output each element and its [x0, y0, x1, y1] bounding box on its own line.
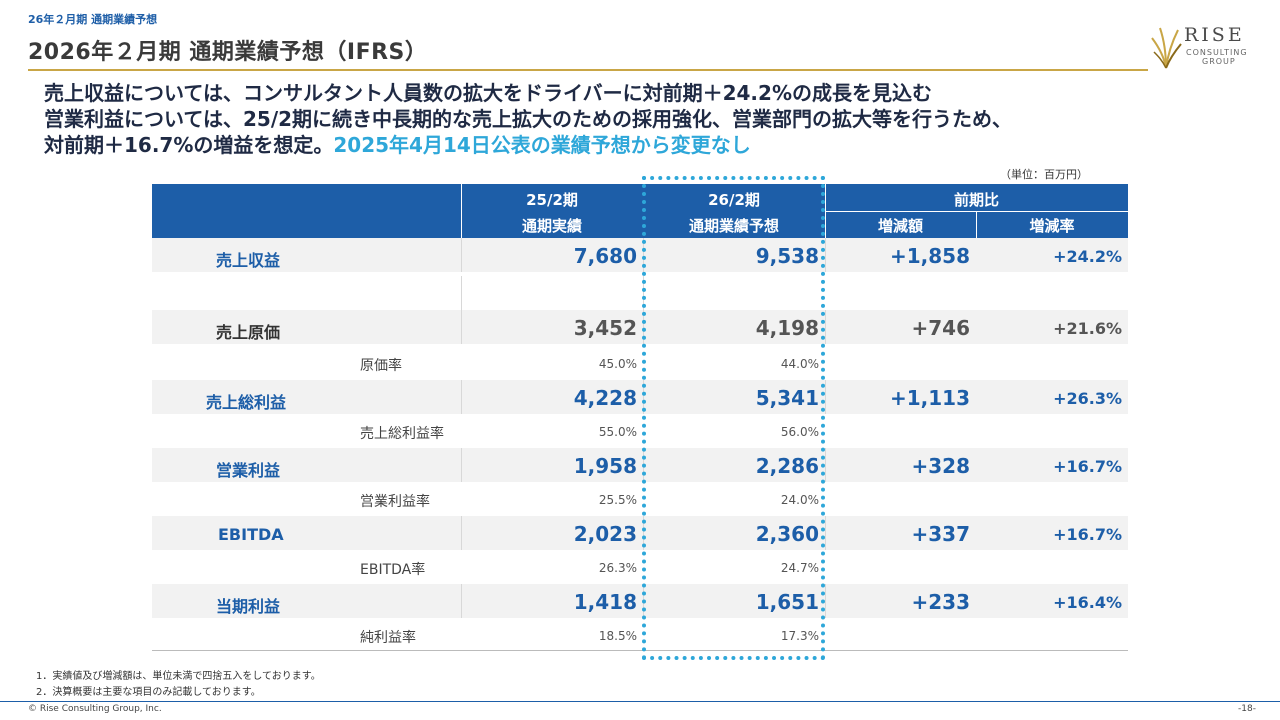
table-row: 純利益率 18.5% 17.3%: [152, 620, 1128, 652]
row-label-revenue: 売上収益: [216, 251, 281, 270]
row-label-cost-ratio: 原価率: [360, 358, 402, 374]
footnote-2: 2．決算概要は主要な項目のみ記載しております。: [36, 687, 261, 698]
cell-actual: 1,418: [573, 590, 637, 614]
table-row: 売上収益 7,680 9,538 +1,858 +24.2%: [152, 238, 1128, 274]
row-label-operating-margin: 営業利益率: [360, 494, 430, 510]
col-header-diff: 増減額: [877, 217, 923, 235]
cell-actual: 26.3%: [598, 561, 637, 575]
table-row: EBITDA率 26.3% 24.7%: [152, 552, 1128, 584]
cell-forecast: 2,286: [755, 454, 819, 478]
col-header-actual-period: 25/2期: [526, 191, 578, 209]
header-divider: [461, 184, 462, 238]
headline-line-3: 対前期＋16.7%の増益を想定。2025年4月14日公表の業績予想から変更なし: [44, 132, 1244, 158]
table-bottom-rule: [152, 650, 1128, 651]
logo-emblem-icon: [1151, 27, 1182, 69]
col-header-yoy: 前期比: [953, 191, 999, 209]
row-label-net-profit: 当期利益: [216, 597, 281, 616]
copyright: © Rise Consulting Group, Inc.: [28, 704, 162, 714]
cell-actual: 3,452: [573, 316, 637, 340]
cell-forecast: 1,651: [755, 590, 819, 614]
cell-diff: +233: [911, 590, 970, 614]
cell-actual: 4,228: [573, 386, 637, 410]
cell-diff: +337: [911, 522, 970, 546]
cell-forecast: 56.0%: [780, 425, 819, 439]
breadcrumb: 26年２月期 通期業績予想: [28, 13, 158, 26]
cell-forecast: 5,341: [755, 386, 819, 410]
cell-forecast: 17.3%: [780, 629, 819, 643]
headline: 売上収益については、コンサルタント人員数の拡大をドライバーに対前期＋24.2%の…: [44, 80, 1244, 158]
cell-actual: 18.5%: [598, 629, 637, 643]
cell-actual: 1,958: [573, 454, 637, 478]
cell-forecast: 24.7%: [780, 561, 819, 575]
table-row: 売上総利益 4,228 5,341 +1,113 +26.3%: [152, 380, 1128, 416]
footer-divider: [0, 701, 1280, 702]
cell-actual: 7,680: [573, 244, 637, 268]
cell-diff: +1,858: [889, 244, 970, 268]
cell-actual: 45.0%: [598, 357, 637, 371]
logo-wordmark: RISE: [1184, 24, 1245, 46]
cell-actual: 2,023: [573, 522, 637, 546]
cell-actual: 25.5%: [598, 493, 637, 507]
cell-rate: +26.3%: [1053, 389, 1122, 408]
cell-forecast: 4,198: [755, 316, 819, 340]
logo-subtitle-line2: GROUP: [1202, 57, 1236, 66]
unit-label: （単位：百万円）: [1000, 168, 1088, 181]
table-row: 原価率 45.0% 44.0%: [152, 348, 1128, 380]
row-label-cost-of-sales: 売上原価: [216, 323, 281, 342]
row-label-gross-margin: 売上総利益率: [360, 426, 444, 442]
header-divider: [976, 211, 977, 238]
cell-forecast: 24.0%: [780, 493, 819, 507]
headline-line-3-accent: 2025年4月14日公表の業績予想から変更なし: [333, 133, 751, 157]
footnote-1: 1．実績値及び増減額は、単位未満で四捨五入をしております。: [36, 671, 321, 682]
page-title: 2026年２月期 通期業績予想（IFRS）: [28, 40, 428, 65]
table-header: 25/2期 通期実績 26/2期 通期業績予想 前期比 増減額 増減率: [152, 184, 1128, 238]
cell-diff: +328: [911, 454, 970, 478]
cell-forecast: 2,360: [755, 522, 819, 546]
headline-line-1: 売上収益については、コンサルタント人員数の拡大をドライバーに対前期＋24.2%の…: [44, 81, 932, 105]
headline-line-2: 営業利益については、25/2期に続き中長期的な売上拡大のための採用強化、営業部門…: [44, 107, 1013, 131]
page-number: -18-: [1238, 704, 1256, 714]
table-row: 営業利益 1,958 2,286 +328 +16.7%: [152, 448, 1128, 484]
cell-rate: +16.4%: [1053, 593, 1122, 612]
company-logo: RISE CONSULTING GROUP: [1150, 22, 1260, 72]
col-header-rate: 増減率: [1029, 217, 1075, 235]
row-label-ebitda: EBITDA: [218, 525, 284, 544]
header-divider: [825, 211, 1128, 212]
row-label-net-margin: 純利益率: [360, 630, 416, 646]
table-spacer-row: [152, 276, 1128, 310]
col-header-forecast-period: 26/2期: [708, 191, 760, 209]
table-row: 当期利益 1,418 1,651 +233 +16.4%: [152, 584, 1128, 620]
cell-diff: +746: [911, 316, 970, 340]
col-header-forecast-label: 通期業績予想: [688, 217, 779, 235]
cell-rate: +21.6%: [1053, 319, 1122, 338]
title-divider: [28, 69, 1148, 71]
cell-forecast: 9,538: [755, 244, 819, 268]
table-row: 売上原価 3,452 4,198 +746 +21.6%: [152, 310, 1128, 346]
table-row: 営業利益率 25.5% 24.0%: [152, 484, 1128, 516]
row-label-gross-profit: 売上総利益: [206, 393, 287, 412]
table-row: 売上総利益率 55.0% 56.0%: [152, 416, 1128, 448]
cell-forecast: 44.0%: [780, 357, 819, 371]
forecast-column-highlight: [642, 176, 825, 660]
cell-rate: +24.2%: [1053, 247, 1122, 266]
row-label-operating-profit: 営業利益: [216, 461, 281, 480]
table-row: EBITDA 2,023 2,360 +337 +16.7%: [152, 516, 1128, 552]
headline-line-3-main: 対前期＋16.7%の増益を想定。: [44, 133, 334, 157]
cell-actual: 55.0%: [598, 425, 637, 439]
logo-subtitle-line1: CONSULTING: [1186, 48, 1248, 57]
row-label-ebitda-margin: EBITDA率: [360, 562, 426, 578]
col-header-actual-label: 通期実績: [521, 217, 582, 235]
cell-rate: +16.7%: [1053, 525, 1122, 544]
cell-diff: +1,113: [889, 386, 970, 410]
cell-rate: +16.7%: [1053, 457, 1122, 476]
